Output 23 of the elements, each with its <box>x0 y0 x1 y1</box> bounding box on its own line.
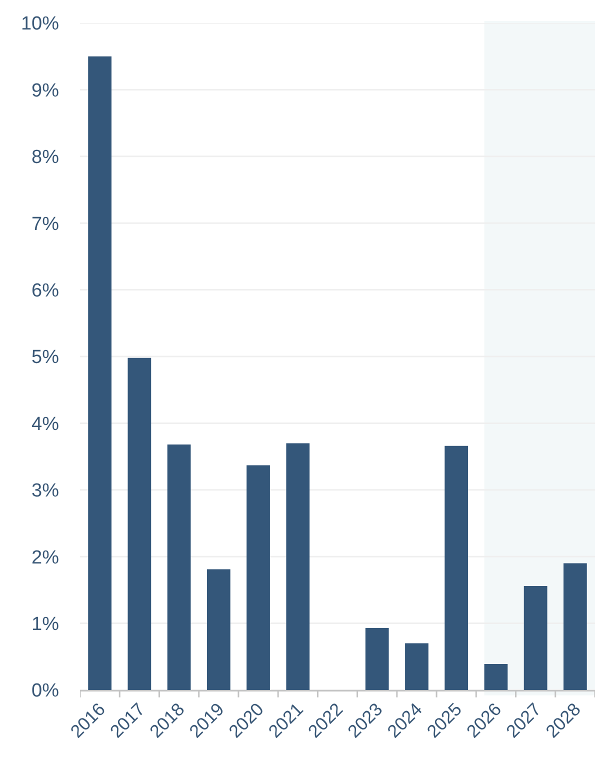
y-tick-label: 9% <box>32 80 60 102</box>
bar <box>246 465 270 690</box>
y-tick-label: 10% <box>20 14 60 35</box>
y-tick-label: 6% <box>32 280 60 302</box>
bar <box>564 563 587 690</box>
bar <box>286 443 310 690</box>
bar <box>128 358 152 690</box>
y-tick-label: 1% <box>32 614 60 635</box>
y-tick-label: 4% <box>32 414 60 435</box>
bar <box>206 569 230 690</box>
bar <box>444 446 468 690</box>
y-tick-label: 2% <box>32 547 60 568</box>
bar <box>405 643 428 690</box>
y-tick-label: 0% <box>32 680 60 702</box>
bar <box>88 56 112 690</box>
y-tick-label: 3% <box>32 480 60 502</box>
bar <box>484 664 508 690</box>
y-tick-label: 7% <box>32 214 60 235</box>
y-tick-label: 8% <box>32 147 60 168</box>
bar <box>167 444 191 690</box>
y-tick-label: 5% <box>32 347 60 368</box>
bar <box>524 586 548 690</box>
bar <box>365 628 389 690</box>
